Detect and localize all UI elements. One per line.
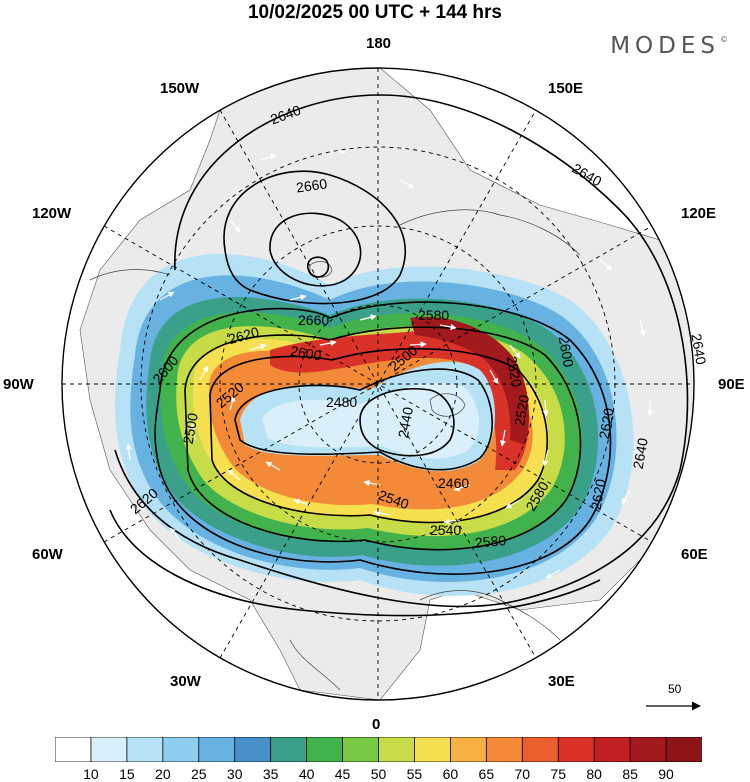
contour-label: 2520 bbox=[511, 393, 532, 427]
contour-label: 2440 bbox=[395, 406, 416, 440]
colorbar-swatch bbox=[342, 737, 380, 762]
coastlines bbox=[89, 209, 581, 691]
colorbar-swatch bbox=[126, 737, 164, 762]
contour-label: 2580 bbox=[474, 532, 507, 551]
colorbar-swatch bbox=[270, 737, 308, 762]
colorbar-swatch bbox=[665, 737, 702, 762]
colorbar-tick-label: 10 bbox=[83, 766, 99, 782]
map-border bbox=[61, 67, 695, 701]
reference-vector-arrow bbox=[646, 701, 701, 711]
colorbar-tick-label: 50 bbox=[370, 766, 387, 782]
contour-label: 2620 bbox=[227, 324, 261, 348]
contour-label: 2500 bbox=[180, 412, 201, 446]
colorbar-swatch bbox=[378, 737, 416, 762]
colorbar-tick-label: 40 bbox=[298, 766, 315, 782]
lon-label-60w: 60W bbox=[32, 546, 63, 563]
lon-label-120w: 120W bbox=[32, 205, 72, 222]
colorbar-swatch bbox=[557, 737, 595, 762]
colorbar-swatch bbox=[162, 737, 200, 762]
lon-label-30e: 30E bbox=[548, 673, 575, 690]
lon-label-60e: 60E bbox=[681, 546, 708, 563]
lon-label-150w: 150W bbox=[160, 80, 200, 97]
lon-label-90e: 90E bbox=[718, 376, 745, 393]
contour-label: 2640 bbox=[630, 437, 651, 471]
lon-label-0: 0 bbox=[372, 716, 381, 733]
colorbar-swatch bbox=[629, 737, 667, 762]
map-title: 10/02/2025 00 UTC + 144 hrs bbox=[247, 2, 503, 23]
lon-label-30w: 30W bbox=[170, 673, 201, 690]
contour-label: 2460 bbox=[438, 475, 469, 491]
contour-label: 2600 bbox=[289, 343, 323, 364]
colorbar-swatch bbox=[234, 737, 272, 762]
colorbar-swatch bbox=[485, 737, 523, 762]
colorbar-tick-label: 85 bbox=[622, 766, 638, 782]
colorbar-swatch bbox=[198, 737, 236, 762]
contour-label: 2620 bbox=[596, 407, 617, 441]
colorbar-tick-label: 65 bbox=[478, 766, 495, 782]
contour-label: 2660 bbox=[295, 175, 328, 195]
colorbar-swatch bbox=[90, 737, 128, 762]
colorbar-swatch bbox=[55, 737, 92, 762]
polar-map: 2640 2660 2640 2660 2620 2600 2600 2520 … bbox=[61, 67, 709, 701]
colorbar-tick-label: 75 bbox=[550, 766, 567, 782]
contour-label: 2620 bbox=[588, 478, 609, 512]
colorbar-swatch bbox=[593, 737, 631, 762]
colorbar-swatch bbox=[414, 737, 452, 762]
wind-vectors bbox=[125, 111, 653, 603]
colorbar-tick-label: 70 bbox=[514, 766, 531, 782]
map-field bbox=[62, 68, 694, 700]
colorbar-swatch bbox=[306, 737, 344, 762]
colorbar-tick-label: 90 bbox=[658, 766, 674, 782]
contour-label: 2520 bbox=[504, 355, 525, 389]
copyright-mark: © bbox=[720, 35, 728, 44]
colorbar-tick-label: 80 bbox=[586, 766, 602, 782]
colorbar-tick-label: 25 bbox=[190, 766, 207, 782]
colorbar-tick-label: 45 bbox=[334, 766, 351, 782]
lon-label-150e: 150E bbox=[548, 80, 584, 97]
colorbar-swatch bbox=[449, 737, 488, 762]
brand-text: MODES bbox=[610, 33, 720, 59]
geopotential-contours bbox=[109, 94, 689, 617]
lon-label-180: 180 bbox=[366, 35, 392, 52]
contour-label: 2480 bbox=[326, 394, 357, 410]
colorbar-tick-label: 15 bbox=[119, 766, 135, 782]
lon-label-120e: 120E bbox=[681, 205, 717, 222]
lon-label-90w: 90W bbox=[3, 376, 34, 393]
reference-vector-label: 50 bbox=[668, 682, 682, 696]
colorbar bbox=[55, 737, 702, 762]
graticule bbox=[62, 68, 694, 700]
contour-label: 2540 bbox=[430, 522, 461, 538]
colorbar-swatch bbox=[521, 737, 559, 762]
colorbar-tick-label: 20 bbox=[155, 766, 171, 782]
colorbar-tick-label: 60 bbox=[442, 766, 459, 782]
colorbar-tick-label: 30 bbox=[226, 766, 243, 782]
contour-label: 2600 bbox=[556, 335, 577, 369]
colorbar-tick-label: 35 bbox=[262, 766, 279, 782]
colorbar-tick-label: 55 bbox=[406, 766, 423, 782]
contour-label: 2580 bbox=[418, 307, 449, 323]
contour-label: 2640 bbox=[688, 332, 709, 366]
contour-label: 2660 bbox=[298, 312, 329, 328]
modes-logo: MODES© bbox=[610, 33, 728, 59]
